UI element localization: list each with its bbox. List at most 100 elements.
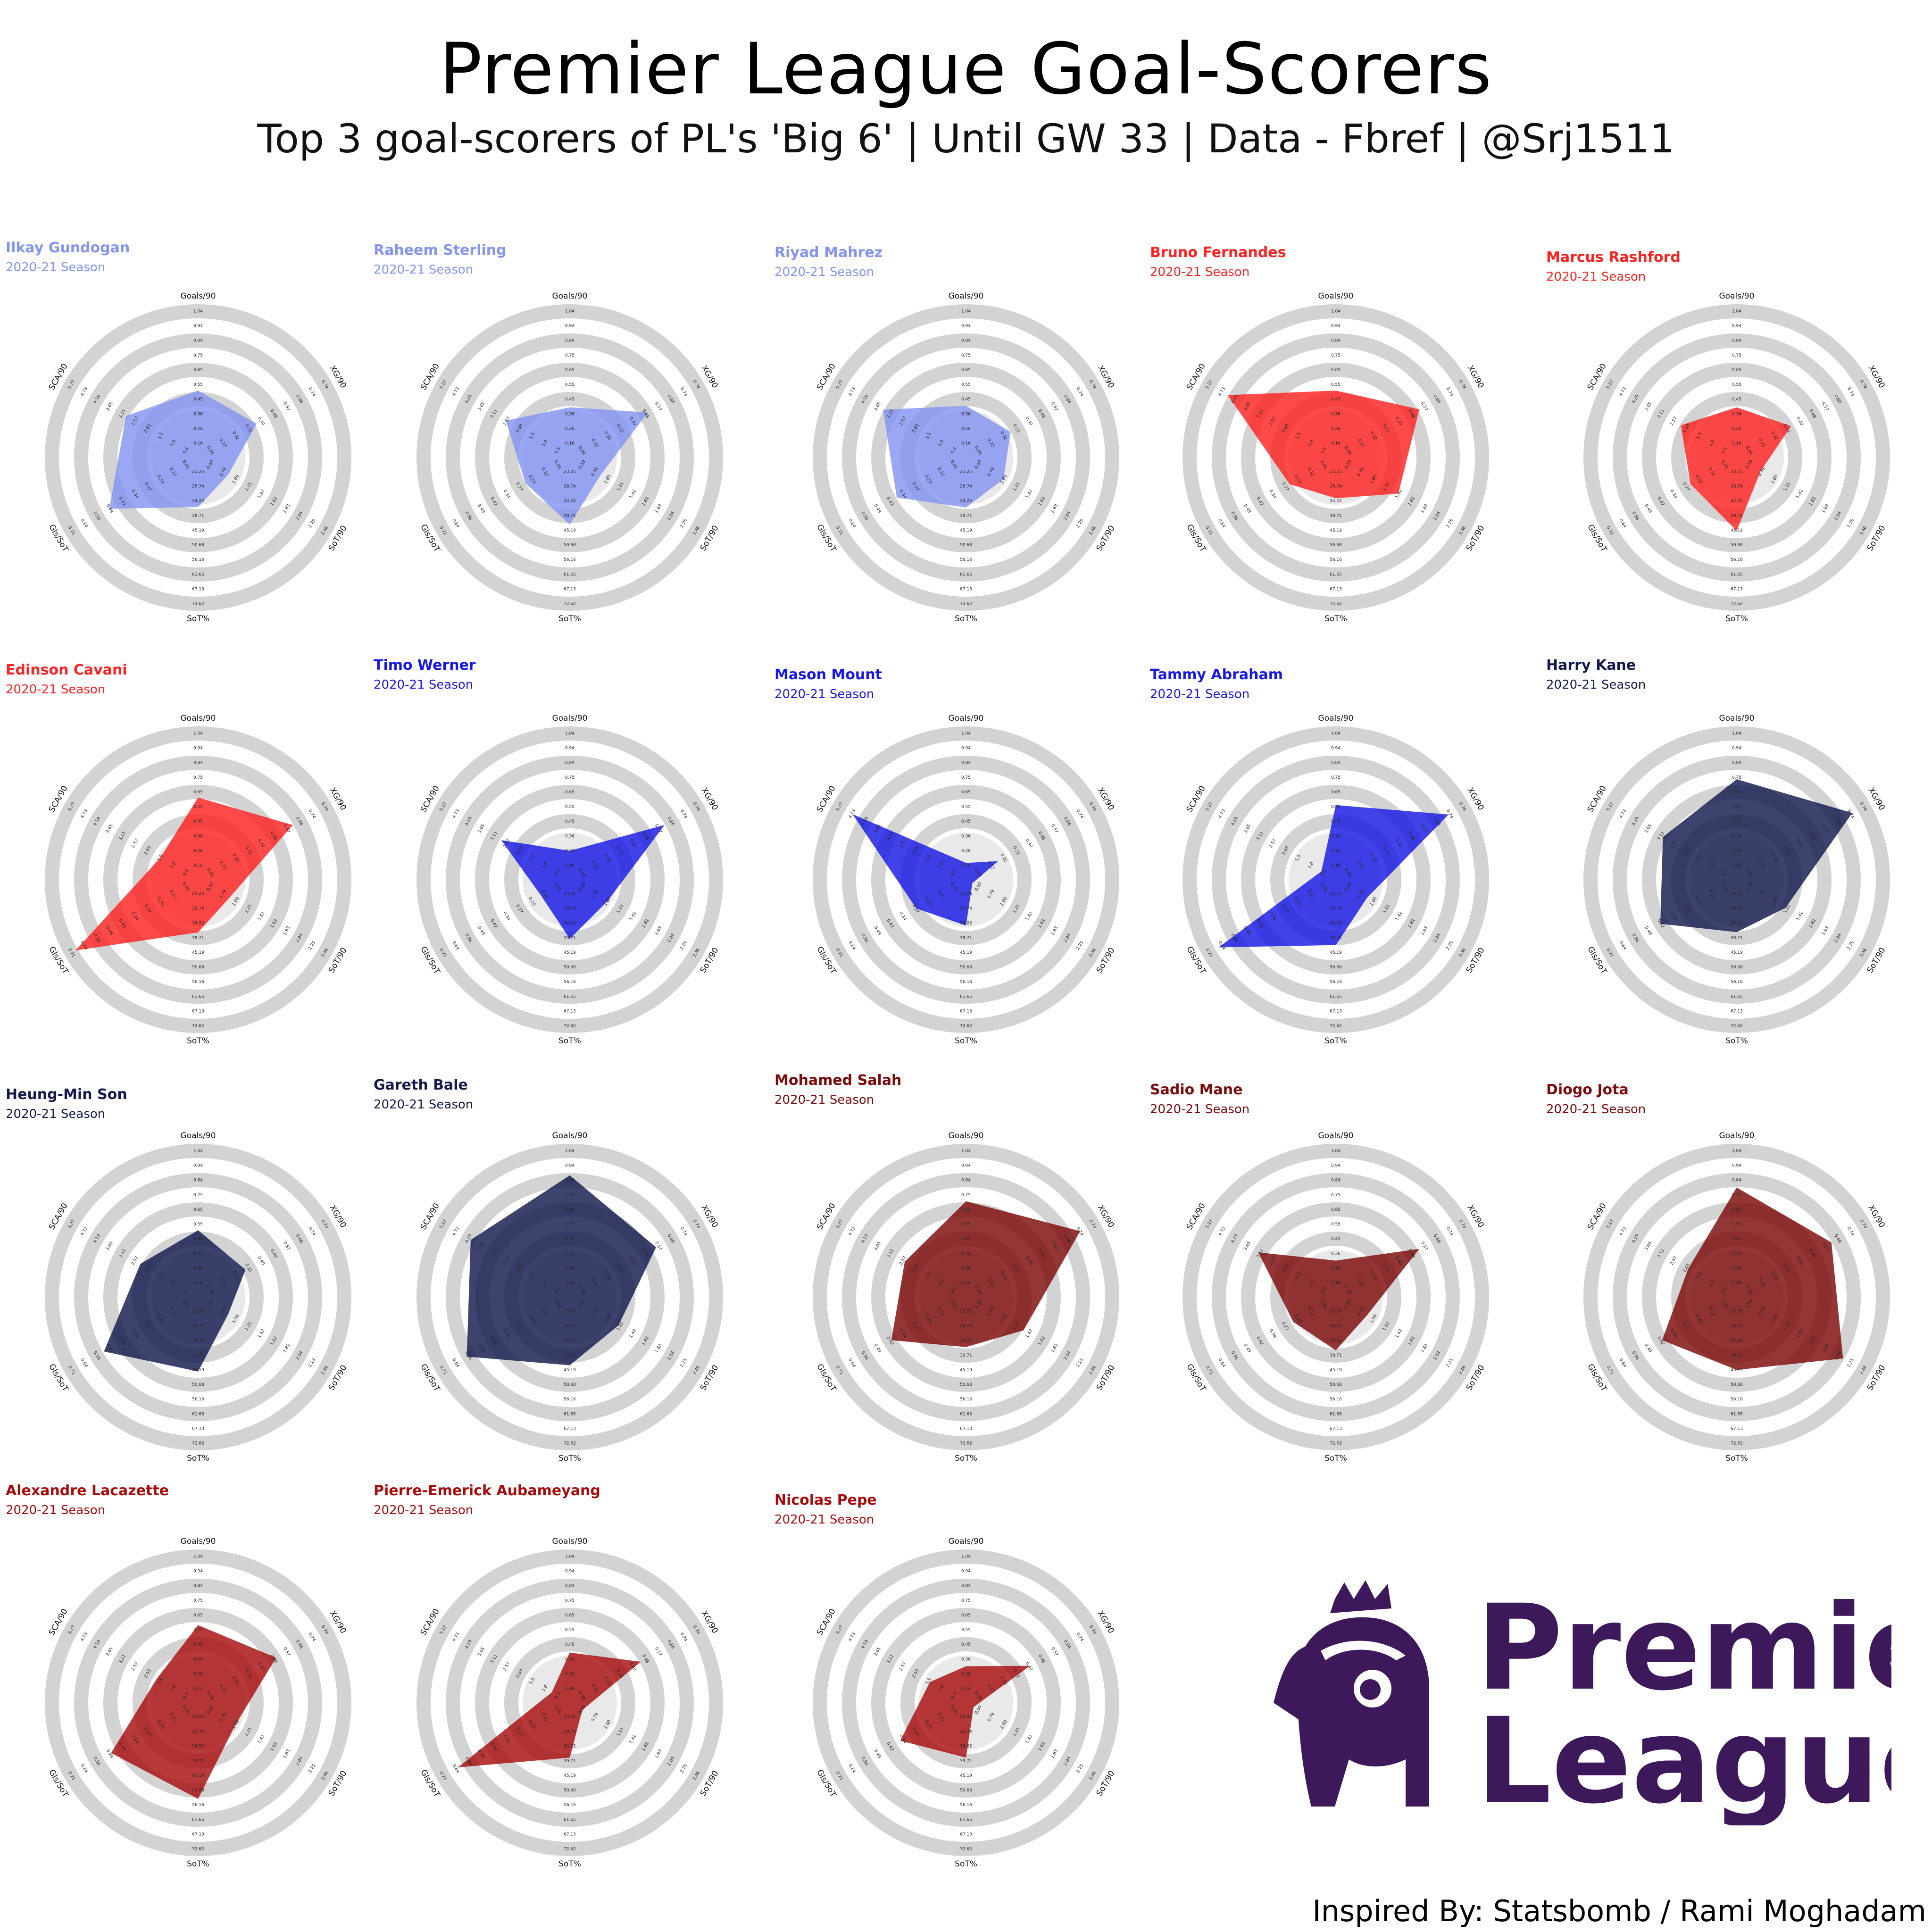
tick-label: 3.65: [1644, 401, 1653, 412]
tick-label: 1.04: [193, 732, 203, 736]
tick-label: 0.34: [898, 911, 907, 922]
tick-label: 0.84: [961, 1178, 971, 1183]
tick-label: 0.45: [193, 397, 203, 402]
radar-ring: [103, 363, 293, 552]
tick-label: 4.73: [1218, 387, 1227, 397]
tick-label: 50.68: [192, 1382, 204, 1387]
axis-label: SoT%: [558, 1036, 581, 1046]
tick-label: 0.45: [193, 1237, 203, 1241]
tick-label: 0.26: [193, 1266, 203, 1271]
tick-label: 72.62: [1330, 1441, 1342, 1446]
tick-label: 28.74: [564, 1730, 576, 1734]
tick-label: 50.68: [960, 543, 972, 548]
tick-label: 0.36: [565, 834, 575, 839]
tick-label: 0.55: [193, 383, 203, 387]
tick-label: 0.36: [193, 1251, 203, 1256]
tick-label: 23.25: [192, 892, 204, 897]
tick-label: 0.74: [308, 1226, 316, 1237]
tick-label: 0.49: [1644, 503, 1653, 514]
tick-label: 0.36: [565, 412, 575, 416]
tick-label: 1.04: [1331, 309, 1341, 314]
tick-label: 0.75: [1331, 775, 1341, 780]
axis-label: SoT%: [187, 1454, 209, 1463]
radar-ring: [416, 726, 723, 1033]
season-label: 2020-21 Season: [774, 1513, 874, 1527]
tick-label: 0.34: [502, 911, 511, 922]
tick-label: 3.65: [477, 1647, 486, 1657]
tick-label: 0.94: [193, 1569, 203, 1574]
tick-label: 34.22: [564, 921, 576, 926]
tick-label: 61.65: [1330, 1412, 1342, 1416]
tick-label: 0.26: [193, 1672, 203, 1676]
tick-label: 1.42: [1796, 911, 1805, 921]
tick-label: 0.16: [961, 441, 971, 446]
tick-label: 56.16: [192, 1803, 204, 1807]
axis-label: SoT%: [955, 1036, 977, 1046]
axis-label: Goals/90: [949, 1131, 984, 1141]
tick-label: 1.83: [1821, 925, 1830, 936]
tick-label: 2.25: [1446, 518, 1455, 529]
radar-chart: Alexandre Lacazette 2020-21 Season 0.16 0.2…: [6, 1482, 351, 1869]
tick-label: 56.16: [564, 1803, 576, 1807]
tick-label: 28.74: [960, 1730, 972, 1734]
tick-label: 56.16: [1731, 980, 1743, 984]
tick-label: 1.04: [961, 1555, 971, 1559]
radar-chart: Harry Kane 2020-21 Season 0.16 0.26 0.36 0.45…: [1546, 657, 1890, 1046]
tick-label: 28.74: [564, 907, 576, 911]
tick-label: 0.36: [193, 412, 203, 416]
tick-label: 0.74: [308, 809, 316, 820]
tick-label: 34.22: [960, 921, 972, 926]
radar-ring: [74, 333, 322, 582]
tick-label: 39.71: [192, 936, 204, 941]
tick-label: 28.74: [192, 484, 204, 489]
radar-data-polygon: [109, 391, 257, 509]
tick-label: 0.57: [654, 401, 663, 412]
radar-ring: [1183, 726, 1489, 1033]
tick-label: 50.68: [960, 1788, 972, 1793]
tick-label: 3.65: [477, 401, 486, 412]
radar-ring: [103, 785, 293, 974]
tick-label: 0.34: [1669, 489, 1678, 500]
tick-label: 39.71: [1731, 936, 1743, 941]
tick-label: 56.16: [564, 1397, 576, 1402]
tick-label: 0.74: [679, 1226, 688, 1237]
tick-label: 0.26: [961, 849, 971, 853]
tick-label: 0.16: [565, 864, 575, 868]
tick-label: 50.68: [1330, 543, 1342, 548]
tick-label: 1.83: [654, 925, 663, 936]
tick-label: 0.75: [193, 353, 203, 358]
season-label: 2020-21 Season: [6, 1503, 105, 1517]
radar-ring: [446, 333, 694, 582]
tick-label: 0.65: [193, 1208, 203, 1212]
axis-label: SoT%: [1324, 614, 1347, 624]
tick-label: 0.40: [1795, 416, 1804, 427]
tick-label: 0.26: [1732, 849, 1741, 853]
tick-label: 28.74: [1330, 484, 1342, 489]
tick-label: 0.55: [193, 1222, 203, 1227]
tick-label: 0.74: [1445, 387, 1454, 398]
tick-label: 39.71: [960, 936, 972, 941]
tick-label: 67.13: [1330, 1009, 1342, 1014]
axis-label: Goals/90: [181, 714, 216, 723]
tick-label: 0.26: [961, 1672, 971, 1676]
tick-label: 0.65: [961, 368, 971, 373]
tick-label: 56.16: [1731, 558, 1743, 562]
tick-label: 0.64: [1618, 1358, 1627, 1369]
tick-label: 0.16: [1732, 441, 1741, 446]
tick-label: 0.49: [477, 925, 486, 936]
player-name: Marcus Rashford: [1546, 249, 1681, 266]
tick-label: 56.16: [960, 1803, 972, 1807]
axis-label: Goals/90: [181, 1537, 216, 1546]
radar-chart: Diogo Jota 2020-21 Season 0.16 0.26 0.36 0.45…: [1546, 1082, 1890, 1463]
axis-label: SoT%: [955, 1454, 977, 1463]
tick-label: 1.04: [565, 1149, 575, 1154]
tick-label: 23.25: [564, 1309, 576, 1314]
radar-data-polygon: [1218, 805, 1449, 948]
tick-label: 28.74: [1731, 484, 1743, 489]
tick-label: 0.55: [1732, 383, 1741, 387]
tick-label: 0.16: [961, 1687, 971, 1691]
tick-label: 1.04: [565, 732, 575, 736]
tick-label: 0.26: [565, 1266, 575, 1271]
tick-label: 3.65: [105, 824, 114, 834]
